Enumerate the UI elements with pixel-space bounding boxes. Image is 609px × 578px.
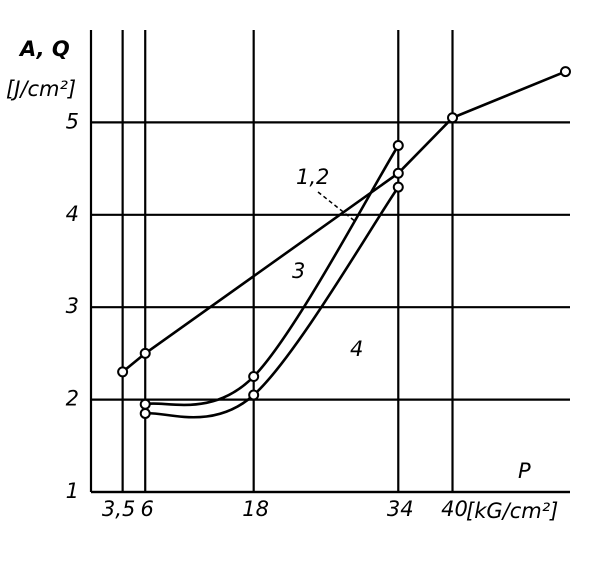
x-axis-label: P (518, 459, 531, 483)
series-label: 1,2 (296, 165, 329, 189)
series-line (144, 144, 400, 407)
data-point (447, 112, 459, 124)
data-point (117, 366, 129, 378)
data-point (248, 389, 260, 401)
y-axis-label: A, Q (18, 37, 70, 61)
data-point (139, 347, 151, 359)
x-axis-unit: [kG/cm²] (466, 499, 558, 523)
y-tick-label: 5 (66, 109, 79, 133)
series-label: 3 (292, 259, 305, 283)
data-point (392, 140, 404, 151)
data-point (392, 181, 404, 193)
x-tick-label: 18 (242, 497, 269, 521)
leader-line (317, 191, 357, 223)
x-tick-label: 6 (141, 497, 154, 521)
series-label: 4 (350, 337, 363, 361)
y-tick-label: 3 (66, 294, 79, 318)
data-point (392, 167, 404, 179)
data-point (139, 398, 151, 410)
y-tick-label: 1 (66, 479, 79, 503)
series-line (121, 70, 566, 373)
series-line (145, 186, 400, 419)
x-tick-label: 34 (387, 497, 414, 521)
x-tick-label: 3,5 (102, 497, 135, 521)
y-tick-label: 2 (66, 387, 79, 411)
x-tick-label: 40 (441, 497, 468, 521)
data-point (559, 66, 571, 78)
data-point (139, 407, 151, 419)
y-axis-unit: [J/cm²] (6, 77, 76, 101)
y-tick-label: 4 (66, 202, 79, 226)
data-point (248, 371, 260, 382)
